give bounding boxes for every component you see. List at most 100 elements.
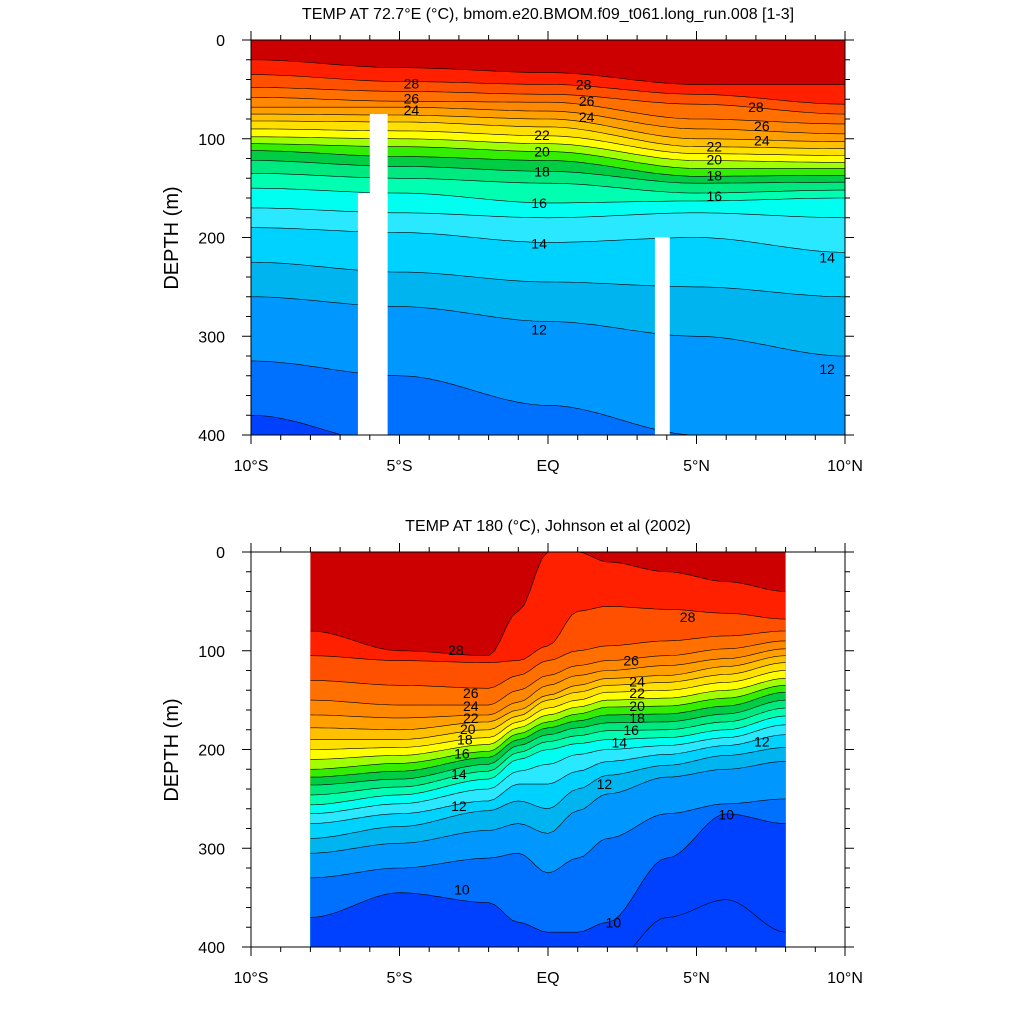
y-tick-label: 200 <box>198 231 225 248</box>
isotherm-22 <box>251 128 845 156</box>
contour-label: 28 <box>748 99 764 115</box>
contour-label: 24 <box>754 133 770 149</box>
contour-label: 20 <box>707 151 723 167</box>
isotherm-10 <box>310 813 786 933</box>
isotherm-17 <box>251 173 845 194</box>
contour-label: 16 <box>454 745 470 761</box>
x-tick-label: 10°N <box>827 970 863 987</box>
contour-label: 22 <box>463 710 479 726</box>
contour-label: 14 <box>531 235 547 251</box>
isotherm-26 <box>310 640 786 706</box>
contour-label: 12 <box>819 361 835 377</box>
y-tick-label: 300 <box>198 329 225 346</box>
y-tick-label: 0 <box>216 545 225 562</box>
isotherm-12 <box>251 296 845 357</box>
isotherm-16 <box>310 715 786 806</box>
isotherm-19 <box>251 150 845 177</box>
panel-observations-title: TEMP AT 180 (°C), Johnson et al (2002) <box>405 518 691 535</box>
y-tick-label: 0 <box>216 33 225 50</box>
contour-label: 14 <box>611 735 627 751</box>
contour-label: 26 <box>463 685 479 701</box>
contour-label: 26 <box>404 90 420 106</box>
isotherm-23 <box>310 662 786 740</box>
contour-label: 16 <box>623 722 639 738</box>
contour-label: 26 <box>754 118 770 134</box>
contour-label: 12 <box>597 776 613 792</box>
isotherm-14 <box>251 227 845 253</box>
x-tick-label: 10°S <box>234 970 269 987</box>
isotherm-22 <box>310 670 786 750</box>
x-tick-label: 5°S <box>387 970 413 987</box>
contour-label: 26 <box>579 93 595 109</box>
isotherm-15 <box>251 207 845 219</box>
isotherm-24 <box>251 113 845 142</box>
contour-label: 24 <box>629 673 645 689</box>
x-tick-label: 5°N <box>683 970 710 987</box>
panel-observations-y-axis-label: DEPTH (m) <box>161 698 183 801</box>
isotherm-20 <box>251 143 845 169</box>
isotherm-14 <box>310 734 786 824</box>
panel-observations: TEMP AT 180 (°C), Johnson et al (2002) 2… <box>161 518 863 987</box>
contour-label: 22 <box>629 685 645 701</box>
contour-label: 18 <box>534 163 550 179</box>
x-tick-label: EQ <box>536 970 559 987</box>
panel-observations-axes: 10°S 5°S EQ 5°N 10°N 0 100 200 300 400 <box>198 543 863 987</box>
isotherm-11 <box>310 798 786 879</box>
contour-label: 24 <box>463 698 479 714</box>
x-tick-label: 10°S <box>234 458 269 475</box>
contour-label: 10 <box>606 914 622 930</box>
contour-label: 24 <box>579 109 595 125</box>
y-tick-label: 200 <box>198 743 225 760</box>
isotherm-21 <box>310 678 786 760</box>
y-tick-label: 400 <box>198 940 225 957</box>
contour-label: 28 <box>448 642 464 658</box>
panel-observations-contour-labels: 2828262624222018161412242220181614121210… <box>448 609 770 930</box>
isotherm-16 <box>251 187 845 204</box>
temperature-band-9.5 <box>633 899 786 947</box>
contour-label: 26 <box>623 653 639 669</box>
isotherm-27 <box>251 87 845 115</box>
missing-data-column <box>369 114 388 435</box>
missing-data-column <box>654 237 670 435</box>
contour-label: 22 <box>707 139 723 155</box>
panel-model-y-axis-label: DEPTH (m) <box>161 186 183 289</box>
panel-model-contour-labels: 2826242826242220181614122826242220181614… <box>404 75 836 376</box>
contour-label: 18 <box>707 167 723 183</box>
y-tick-label: 100 <box>198 132 225 149</box>
y-tick-label: 400 <box>198 428 225 445</box>
contour-label: 20 <box>534 144 550 160</box>
panel-observations-contour-area <box>310 552 786 947</box>
isotherm-29 <box>310 552 786 657</box>
isotherm-20 <box>310 685 786 770</box>
isotherm-25 <box>251 106 845 135</box>
contour-label: 12 <box>754 734 770 750</box>
isotherm-26 <box>251 97 845 125</box>
isotherm-19 <box>310 691 786 778</box>
contour-label: 12 <box>451 798 467 814</box>
y-tick-label: 100 <box>198 644 225 661</box>
contour-label: 14 <box>819 249 835 265</box>
contour-label: 24 <box>404 102 420 118</box>
panel-model: TEMP AT 72.7°E (°C), bmom.e20.BMOM.f09_t… <box>161 6 863 475</box>
isotherm-28 <box>251 74 845 105</box>
x-tick-label: 5°S <box>387 458 413 475</box>
panel-model-axes: 10°S 5°S EQ 5°N 10°N 0 100 200 300 400 <box>198 31 863 475</box>
isotherm-18 <box>251 160 845 184</box>
x-tick-label: 5°N <box>683 458 710 475</box>
contour-label: 16 <box>531 195 547 211</box>
y-tick-label: 300 <box>198 841 225 858</box>
isotherm-13 <box>310 747 786 839</box>
contour-label: 22 <box>534 127 550 143</box>
isotherm-29 <box>251 59 845 85</box>
isotherm-11 <box>251 360 707 435</box>
contour-label: 20 <box>460 721 476 737</box>
contour-label: 14 <box>451 766 467 782</box>
x-tick-label: EQ <box>536 458 559 475</box>
contour-label: 12 <box>531 321 547 337</box>
isotherm-12 <box>310 761 786 854</box>
isotherm-18 <box>310 699 786 786</box>
isotherm-13 <box>251 261 845 298</box>
isotherm-9.5 <box>632 899 786 947</box>
isotherm-24 <box>310 655 786 731</box>
